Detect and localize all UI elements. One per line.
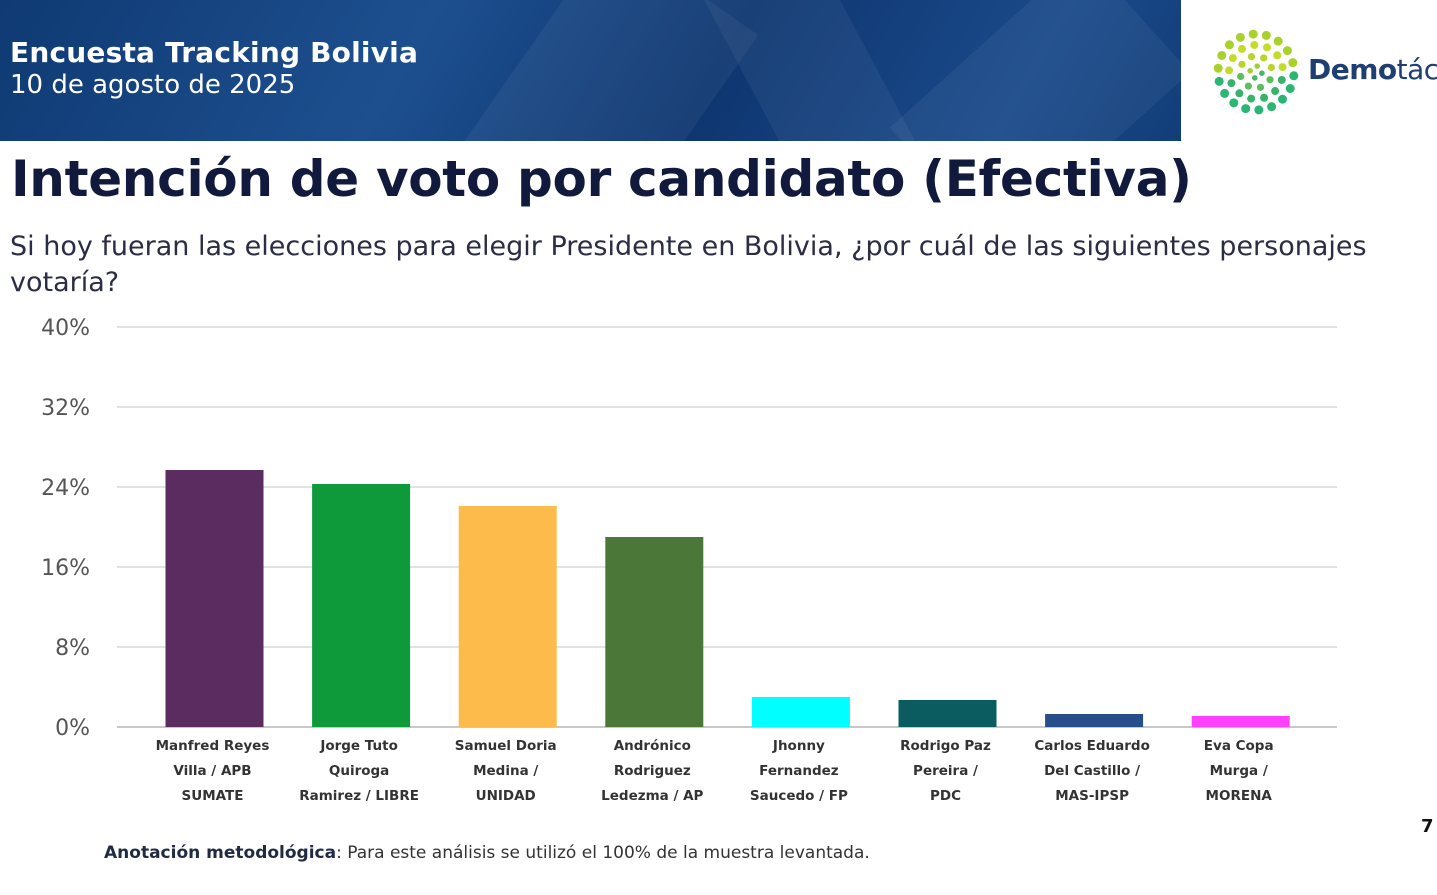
logo-dot: [1213, 63, 1223, 73]
x-tick-label: Andrónico: [614, 738, 691, 754]
x-tick-label: Fernandez: [759, 763, 839, 779]
logo-dot: [1261, 30, 1271, 40]
logo-dot: [1252, 75, 1258, 81]
logo-dot: [1238, 60, 1246, 68]
logo-dot: [1277, 75, 1286, 84]
logo-dot: [1248, 29, 1258, 39]
x-tick-label: Murga /: [1210, 763, 1268, 779]
y-tick-label: 40%: [41, 316, 90, 341]
logo-dot: [1260, 93, 1269, 102]
vote-intention-bar-chart: 0% 8% 16% 24% 32% 40% Manfred Reyes Villa / AP…: [41, 316, 1337, 804]
logo-dot: [1229, 98, 1239, 108]
page-number: 7: [1421, 816, 1434, 837]
y-tick-label: 0%: [55, 716, 90, 741]
bar: [458, 506, 557, 727]
header-banner: Encuesta Tracking Bolivia 10 de agosto d…: [0, 0, 1181, 141]
brand-logo: Demotáctica: [1212, 27, 1437, 119]
logo-dot: [1273, 36, 1283, 46]
logo-dots-icon: [1213, 29, 1299, 115]
survey-title: Encuesta Tracking Bolivia: [10, 36, 419, 69]
logo-dot: [1282, 46, 1292, 56]
logo-dot: [1247, 53, 1256, 61]
logo-dot: [1289, 71, 1299, 81]
logo-dot: [1225, 66, 1234, 75]
x-tick-label: MORENA: [1206, 788, 1273, 804]
x-tick-label: Samuel Doria: [455, 738, 557, 754]
logo-dot: [1247, 68, 1253, 74]
survey-date: 10 de agosto de 2025: [10, 70, 296, 100]
x-tick-label: Ramirez / LIBRE: [299, 788, 419, 804]
x-tick-label: UNIDAD: [476, 788, 536, 804]
y-tick-label: 32%: [41, 396, 90, 421]
y-tick-label: 16%: [41, 556, 90, 581]
x-tick-label: Eva Copa: [1204, 738, 1274, 754]
logo-dot: [1266, 76, 1274, 84]
logo-dot: [1237, 72, 1245, 81]
logo-dot: [1273, 51, 1282, 60]
logo-dot: [1254, 63, 1260, 69]
x-tick-label: Rodriguez: [614, 763, 691, 779]
bar: [898, 700, 997, 727]
logo-dot: [1227, 79, 1236, 88]
x-tick-label: Pereira /: [913, 763, 978, 779]
logo-dot: [1228, 54, 1237, 63]
survey-question: Si hoy fueran las elecciones para elegir…: [10, 231, 1367, 298]
logo-dot: [1271, 87, 1280, 96]
logo-dot: [1278, 63, 1287, 72]
x-tick-label: Jhonny: [772, 738, 825, 754]
y-tick-label: 24%: [41, 476, 90, 501]
logo-dot: [1250, 41, 1259, 50]
logo-text-light: táctica: [1396, 53, 1437, 86]
logo-text-bold: Demo: [1308, 53, 1397, 86]
logo-dot: [1244, 82, 1252, 90]
x-tick-label: Manfred Reyes: [156, 738, 270, 754]
x-tick-label: Rodrigo Paz: [900, 738, 991, 754]
y-tick-label: 8%: [55, 636, 90, 661]
bar: [605, 537, 704, 727]
note-text: : Para este análisis se utilizó el 100% …: [336, 843, 870, 863]
logo-dot: [1220, 88, 1230, 98]
logo-dot: [1263, 43, 1272, 52]
x-tick-label: Del Castillo /: [1044, 763, 1140, 779]
logo-dot: [1288, 58, 1298, 68]
logo-dot: [1217, 51, 1227, 61]
logo-dot: [1214, 76, 1224, 86]
x-tick-label: SUMATE: [182, 788, 244, 804]
logo-dot: [1260, 54, 1268, 62]
methodology-note: Anotación metodológica: Para este anális…: [104, 843, 870, 863]
note-label: Anotación metodológica: [104, 843, 337, 863]
logo-dot: [1259, 70, 1265, 76]
logo-dot: [1247, 94, 1256, 103]
logo-dot: [1235, 32, 1245, 42]
x-tick-label: Carlos Eduardo: [1034, 738, 1150, 754]
page-title: Intención de voto por candidato (Efectiv…: [11, 150, 1192, 208]
bar: [751, 697, 850, 727]
x-tick-label: PDC: [930, 788, 961, 804]
logo-dot: [1237, 44, 1246, 53]
x-tick-label: MAS-IPSP: [1055, 788, 1129, 804]
x-tick-label: Jorge Tuto: [319, 738, 398, 754]
logo-dot: [1267, 63, 1275, 72]
logo-dot: [1256, 83, 1265, 91]
logo-dot: [1241, 104, 1251, 114]
logo-dot: [1254, 105, 1264, 115]
x-tick-label: Saucedo / FP: [750, 788, 848, 804]
x-tick-label: Quiroga: [329, 763, 389, 779]
logo-dot: [1285, 83, 1295, 93]
logo-dot: [1235, 89, 1244, 98]
logo-dot: [1278, 94, 1288, 104]
bar: [1191, 716, 1290, 727]
x-tick-label: Medina /: [473, 763, 538, 779]
bar: [165, 470, 264, 727]
bar: [312, 484, 411, 727]
x-tick-label: Ledezma / AP: [601, 788, 703, 804]
x-tick-label: Villa / APB: [173, 763, 251, 779]
logo-dot: [1224, 40, 1234, 50]
bar: [1045, 714, 1144, 727]
logo-dot: [1267, 102, 1277, 112]
